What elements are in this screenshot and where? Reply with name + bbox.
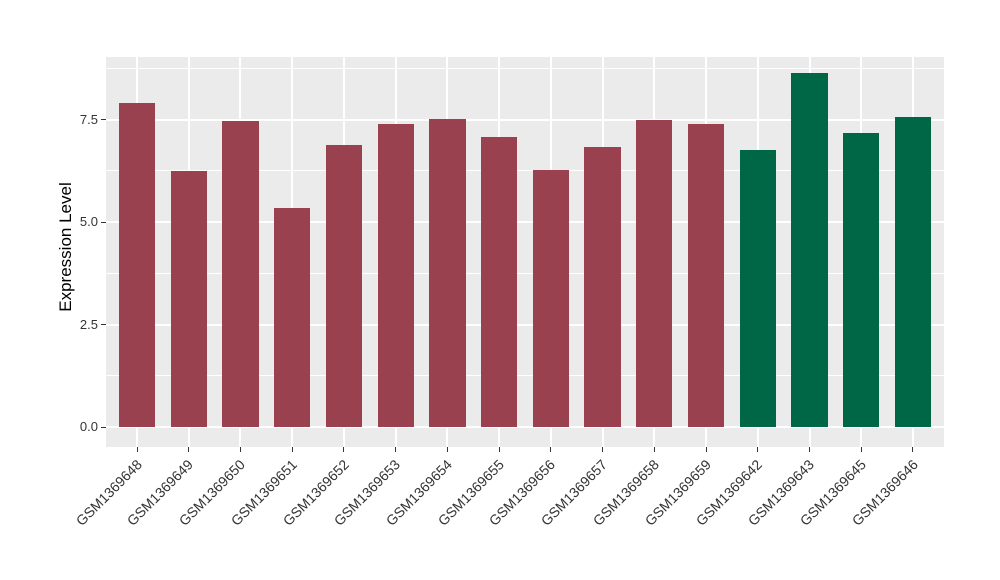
x-tick-mark xyxy=(550,447,552,452)
bar-GSM1369642 xyxy=(739,149,776,427)
y-tick-mark xyxy=(101,324,106,325)
bar-GSM1369655 xyxy=(481,137,518,427)
x-tick-mark xyxy=(136,447,138,452)
x-tick-mark xyxy=(757,447,759,452)
bar-GSM1369652 xyxy=(325,144,363,427)
y-tick-mark xyxy=(101,119,106,120)
x-tick-mark xyxy=(602,447,604,452)
plot-panel xyxy=(106,57,944,447)
bar-GSM1369659 xyxy=(687,124,725,427)
bar-GSM1369645 xyxy=(843,132,880,427)
minor-gridline xyxy=(106,375,944,377)
y-tick-label: 5.0 xyxy=(79,214,98,229)
bar-GSM1369651 xyxy=(274,207,311,427)
minor-gridline xyxy=(106,67,944,69)
bar-GSM1369658 xyxy=(636,120,673,427)
major-gridline xyxy=(106,323,944,326)
x-tick-mark xyxy=(809,447,810,452)
minor-gridline xyxy=(106,272,944,274)
major-gridline xyxy=(106,426,944,428)
bar-GSM1369649 xyxy=(170,170,207,427)
bar-GSM1369650 xyxy=(222,120,259,427)
x-tick-mark xyxy=(498,447,500,452)
y-axis-title: Expression Level xyxy=(56,182,75,312)
bar-GSM1369654 xyxy=(429,118,466,427)
y-tick-mark xyxy=(101,221,106,223)
bar-GSM1369646 xyxy=(894,117,932,427)
bar-GSM1369656 xyxy=(532,169,569,427)
bar-GSM1369653 xyxy=(377,123,414,427)
major-gridline xyxy=(106,118,944,121)
y-tick-label: 0.0 xyxy=(79,419,98,434)
x-tick-mark xyxy=(860,447,862,452)
bar-GSM1369648 xyxy=(118,102,156,427)
y-tick-label: 2.5 xyxy=(79,316,98,332)
x-tick-mark xyxy=(653,447,655,452)
y-tick-label: 7.5 xyxy=(79,111,98,127)
major-gridline xyxy=(106,221,944,223)
x-tick-mark xyxy=(239,447,241,452)
x-tick-mark xyxy=(343,447,345,452)
y-tick-mark xyxy=(101,426,106,428)
x-tick-mark xyxy=(395,447,397,452)
x-tick-mark xyxy=(912,447,914,452)
x-tick-mark xyxy=(188,447,190,452)
x-tick-mark xyxy=(446,447,448,452)
bar-GSM1369643 xyxy=(791,73,828,427)
bar-GSM1369657 xyxy=(584,146,621,427)
x-tick-mark xyxy=(705,447,707,452)
minor-gridline xyxy=(106,170,944,172)
x-tick-mark xyxy=(291,447,293,452)
